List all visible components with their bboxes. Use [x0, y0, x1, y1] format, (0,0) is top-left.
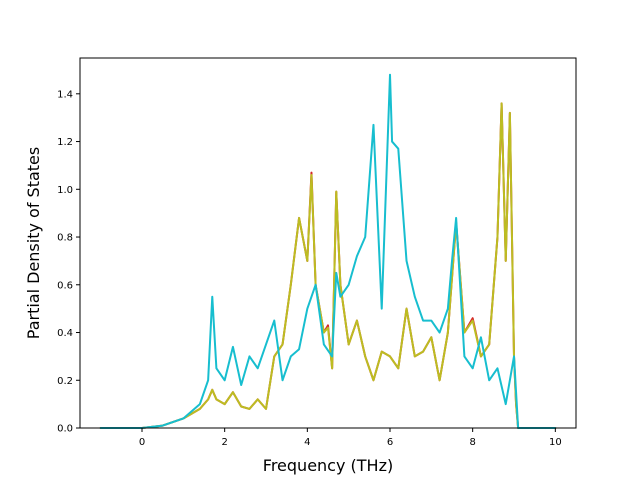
x-tick-label: 6 [387, 437, 393, 448]
x-axis-ticks: 0 2 4 6 8 10 [139, 428, 562, 448]
y-axis-label: Partial Density of States [24, 147, 43, 339]
y-tick-label: 0.8 [57, 233, 73, 244]
series-line-3 [99, 73, 557, 429]
y-tick-label: 1.2 [57, 137, 73, 148]
x-tick-label: 4 [304, 437, 310, 448]
y-tick-label: 1.0 [57, 185, 73, 196]
series-line-2 [99, 102, 557, 429]
x-tick-label: 0 [139, 437, 145, 448]
y-axis-ticks: 0.0 0.2 0.4 0.6 0.8 1.0 1.2 1.4 [57, 89, 80, 435]
y-tick-label: 0.4 [57, 328, 73, 339]
x-tick-label: 8 [469, 437, 475, 448]
y-tick-label: 1.4 [57, 89, 73, 100]
series-layer [99, 73, 557, 429]
x-tick-label: 10 [549, 437, 562, 448]
plot-frame [79, 57, 577, 429]
y-tick-label: 0.2 [57, 376, 73, 387]
y-tick-label: 0.6 [57, 280, 73, 291]
x-tick-label: 2 [221, 437, 227, 448]
y-tick-label: 0.0 [57, 424, 73, 435]
x-axis-label: Frequency (THz) [263, 456, 393, 475]
